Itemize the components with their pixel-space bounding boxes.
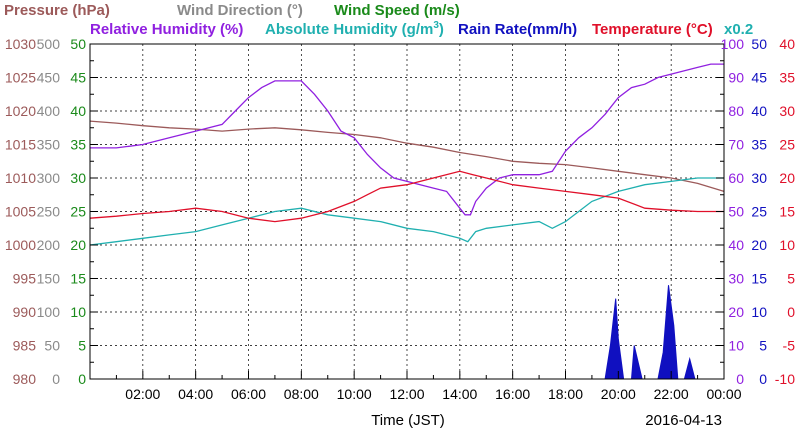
y-tick-label-pressure: 1010 — [5, 170, 36, 186]
y-tick-label-pressure: 995 — [13, 271, 37, 287]
y-tick-label-rain-rate: 20 — [751, 237, 767, 253]
y-tick-label-relative-humidity: 10 — [728, 338, 744, 354]
legend-absolute-humidity-sup: 3 — [433, 20, 439, 31]
y-tick-label-wind-speed: 45 — [70, 70, 86, 86]
legend: Pressure (hPa) Wind Direction (°) Wind S… — [4, 2, 753, 38]
x-tick-label: 14:00 — [442, 386, 477, 402]
legend-absolute-humidity-text: Absolute Humidity (g/m — [265, 21, 433, 38]
y-tick-label-wind-direction: 300 — [37, 170, 61, 186]
x-tick-label: 18:00 — [548, 386, 583, 402]
y-tick-label-wind-speed: 0 — [78, 371, 86, 387]
y-tick-label-relative-humidity: 60 — [728, 170, 744, 186]
y-tick-label-temperature: 15 — [779, 204, 795, 220]
legend-pressure: Pressure (hPa) — [4, 2, 110, 19]
y-tick-label-rain-rate: 15 — [751, 271, 767, 287]
y-tick-label-wind-speed: 20 — [70, 237, 86, 253]
y-tick-label-relative-humidity: 90 — [728, 70, 744, 86]
y-tick-label-rain-rate: 25 — [751, 204, 767, 220]
y-tick-label-temperature: 20 — [779, 170, 795, 186]
x-tick-label: 02:00 — [125, 386, 160, 402]
y-tick-label-wind-direction: 500 — [37, 36, 61, 52]
legend-wind-direction: Wind Direction (°) — [177, 2, 303, 19]
axes: 02:00 04:00 06:00 08:00 10:00 12:00 14:00 16:00… — [5, 36, 795, 402]
y-tick-label-wind-direction: 350 — [37, 137, 61, 153]
date-label: 2016-04-13 — [645, 412, 722, 429]
x-tick-label: 06:00 — [231, 386, 266, 402]
y-tick-label-rain-rate: 40 — [751, 103, 767, 119]
series-temperature — [89, 170, 724, 223]
y-tick-label-relative-humidity: 40 — [728, 237, 744, 253]
y-tick-label-relative-humidity: 0 — [736, 371, 744, 387]
x-tick-label: 08:00 — [284, 386, 319, 402]
y-tick-label-rain-rate: 5 — [759, 338, 767, 354]
y-tick-label-wind-speed: 50 — [70, 36, 86, 52]
x-tick-label: 20:00 — [601, 386, 636, 402]
y-tick-label-wind-direction: 450 — [37, 70, 61, 86]
y-tick-label-pressure: 1000 — [5, 237, 36, 253]
legend-scale-note: x0.2 — [724, 21, 753, 38]
y-tick-label-wind-direction: 200 — [37, 237, 61, 253]
y-tick-label-temperature: 40 — [779, 36, 795, 52]
y-tick-label-rain-rate: 0 — [759, 371, 767, 387]
y-tick-label-pressure: 990 — [13, 304, 37, 320]
y-tick-label-rain-rate: 10 — [751, 304, 767, 320]
y-tick-label-rain-rate: 45 — [751, 70, 767, 86]
y-tick-label-wind-direction: 150 — [37, 271, 61, 287]
x-tick-label: 22:00 — [654, 386, 689, 402]
x-tick-label: 00:00 — [706, 386, 741, 402]
y-tick-label-wind-direction: 250 — [37, 204, 61, 220]
y-tick-label-rain-rate: 50 — [751, 36, 767, 52]
y-tick-label-wind-speed: 10 — [70, 304, 86, 320]
x-tick-label: 10:00 — [337, 386, 372, 402]
y-tick-label-wind-direction: 0 — [52, 371, 60, 387]
y-tick-label-temperature: 25 — [779, 137, 795, 153]
y-tick-label-rain-rate: 30 — [751, 170, 767, 186]
series-pressure — [89, 120, 725, 193]
y-tick-label-relative-humidity: 80 — [728, 103, 744, 119]
y-tick-label-relative-humidity: 20 — [728, 304, 744, 320]
legend-wind-speed: Wind Speed (m/s) — [334, 2, 460, 19]
legend-absolute-humidity-close: ) — [439, 21, 444, 38]
x-axis-label: Time (JST) — [371, 412, 445, 429]
y-tick-label-pressure: 1015 — [5, 137, 36, 153]
y-tick-label-wind-speed: 15 — [70, 271, 86, 287]
y-tick-label-pressure: 1030 — [5, 36, 36, 52]
y-tick-label-wind-direction: 50 — [44, 338, 60, 354]
legend-relative-humidity: Relative Humidity (%) — [90, 21, 243, 38]
y-tick-label-wind-speed: 25 — [70, 204, 86, 220]
legend-absolute-humidity: Absolute Humidity (g/m3) — [265, 20, 444, 38]
y-tick-label-temperature: 10 — [779, 237, 795, 253]
y-tick-label-wind-direction: 100 — [37, 304, 61, 320]
legend-rain-rate: Rain Rate(mm/h) — [458, 21, 577, 38]
y-tick-label-pressure: 980 — [13, 371, 37, 387]
y-tick-label-relative-humidity: 50 — [728, 204, 744, 220]
legend-temperature: Temperature (°C) — [592, 21, 713, 38]
y-tick-label-temperature: -10 — [775, 371, 795, 387]
y-tick-label-temperature: 30 — [779, 103, 795, 119]
y-tick-label-wind-speed: 5 — [78, 338, 86, 354]
y-tick-label-relative-humidity: 70 — [728, 137, 744, 153]
y-tick-label-wind-direction: 400 — [37, 103, 61, 119]
x-tick-label: 16:00 — [495, 386, 530, 402]
y-tick-label-wind-speed: 35 — [70, 137, 86, 153]
series-relative-humidity — [90, 63, 724, 216]
y-tick-label-pressure: 1025 — [5, 70, 36, 86]
y-tick-label-temperature: 0 — [787, 304, 795, 320]
x-tick-label: 12:00 — [389, 386, 424, 402]
y-tick-label-pressure: 985 — [13, 338, 37, 354]
y-tick-label-relative-humidity: 30 — [728, 271, 744, 287]
y-tick-label-relative-humidity: 100 — [721, 36, 745, 52]
y-tick-label-rain-rate: 35 — [751, 137, 767, 153]
y-tick-label-temperature: 5 — [787, 271, 795, 287]
y-tick-label-pressure: 1005 — [5, 204, 36, 220]
y-tick-label-wind-speed: 30 — [70, 170, 86, 186]
grid — [90, 44, 724, 379]
x-tick-label: 04:00 — [178, 386, 213, 402]
y-tick-label-wind-speed: 40 — [70, 103, 86, 119]
y-tick-label-temperature: 35 — [779, 70, 795, 86]
y-tick-label-pressure: 1020 — [5, 103, 36, 119]
y-tick-label-temperature: -5 — [783, 338, 796, 354]
series-absolute-humidity — [89, 177, 724, 246]
